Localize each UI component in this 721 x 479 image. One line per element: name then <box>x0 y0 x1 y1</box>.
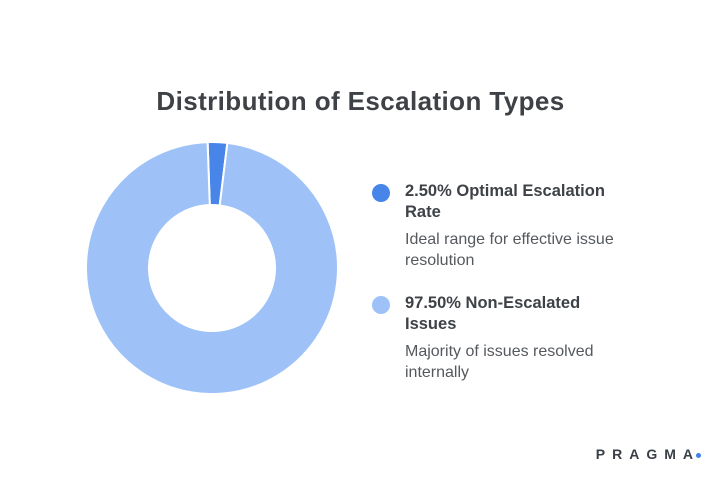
legend-description-optimal-escalation: Ideal range for effective issue resoluti… <box>405 231 614 269</box>
legend-swatch-optimal-escalation-icon <box>372 184 390 202</box>
brand-logo: PRAGMA <box>596 446 701 462</box>
donut-chart <box>83 139 341 397</box>
legend-item-optimal-escalation: 2.50% Optimal Escalation Rate Ideal rang… <box>372 181 632 271</box>
legend-title-optimal-escalation: 2.50% Optimal Escalation Rate <box>405 182 605 221</box>
chart-title: Distribution of Escalation Types <box>156 86 565 116</box>
brand-logo-text: PRAGMA <box>595 446 700 462</box>
legend-item-non-escalated: 97.50% Non-Escalated Issues Majority of … <box>372 293 632 383</box>
chart-legend: 2.50% Optimal Escalation Rate Ideal rang… <box>372 181 632 383</box>
donut-slice <box>85 141 339 395</box>
legend-description-non-escalated: Majority of issues resolved internally <box>405 343 594 381</box>
legend-title-non-escalated: 97.50% Non-Escalated Issues <box>405 294 581 333</box>
brand-logo-dot-icon <box>696 453 701 458</box>
legend-swatch-non-escalated-icon <box>372 296 390 314</box>
donut-chart-svg <box>85 141 339 395</box>
